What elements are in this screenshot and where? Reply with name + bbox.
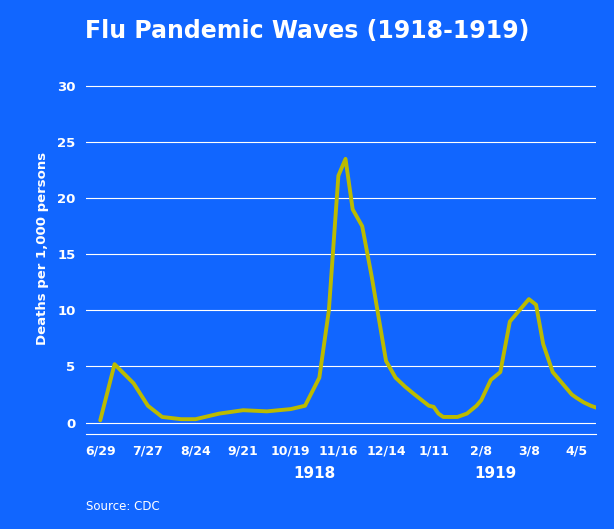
Text: 1919: 1919: [475, 466, 517, 481]
Y-axis label: Deaths per 1,000 persons: Deaths per 1,000 persons: [36, 152, 49, 345]
Text: 1918: 1918: [293, 466, 336, 481]
Text: Flu Pandemic Waves (1918-1919): Flu Pandemic Waves (1918-1919): [85, 19, 529, 42]
Text: Source: CDC: Source: CDC: [86, 500, 160, 513]
